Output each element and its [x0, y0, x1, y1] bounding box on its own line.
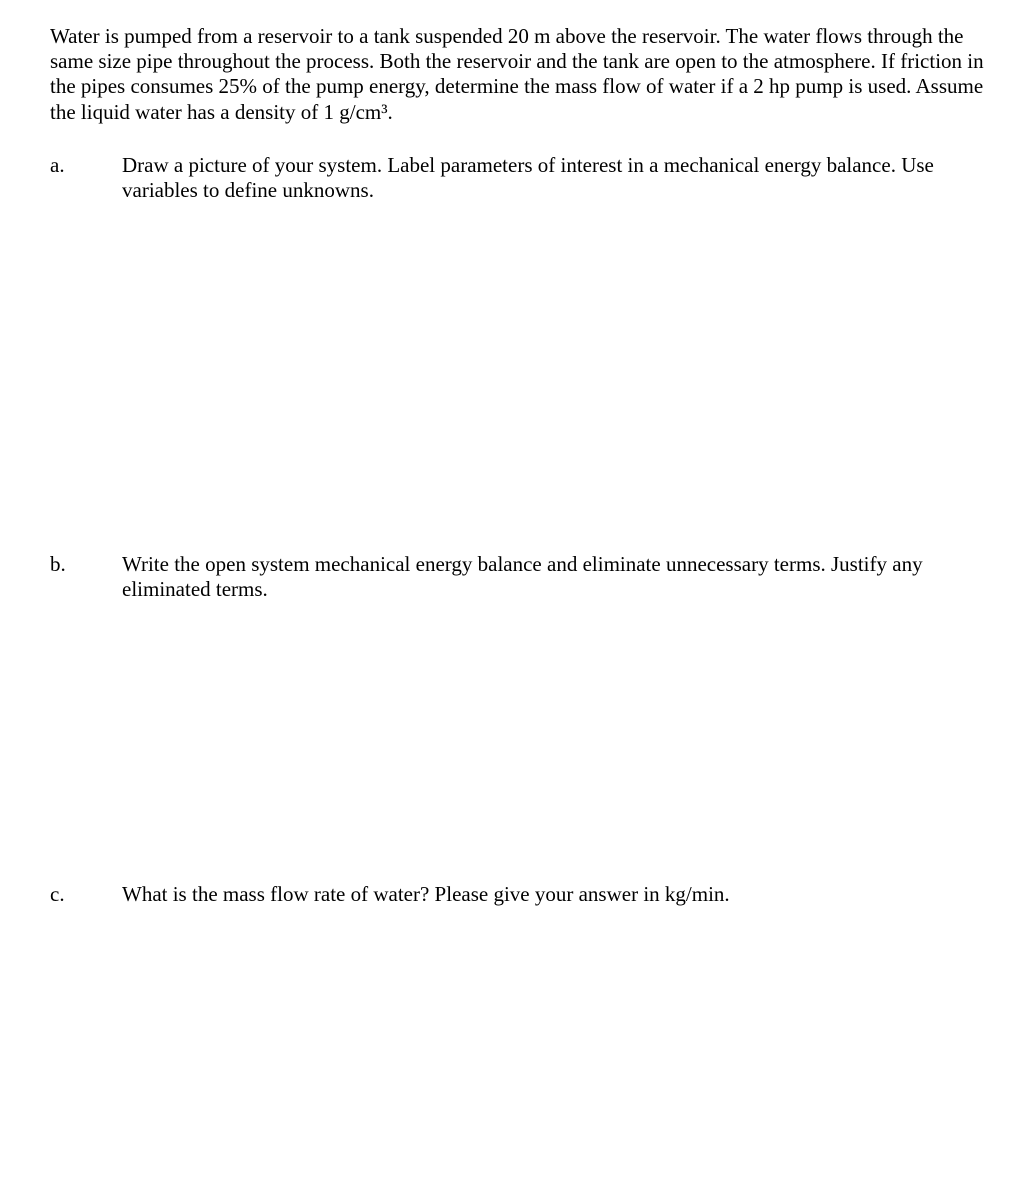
question-a-label: a. [50, 153, 122, 178]
question-a-block: a. Draw a picture of your system. Label … [50, 153, 986, 203]
problem-statement: Water is pumped from a reservoir to a ta… [50, 24, 986, 125]
question-c-label: c. [50, 882, 122, 907]
question-b-block: b. Write the open system mechanical ener… [50, 552, 986, 602]
question-b-text: Write the open system mechanical energy … [122, 552, 986, 602]
question-c-block: c. What is the mass flow rate of water? … [50, 882, 986, 907]
question-b-label: b. [50, 552, 122, 577]
question-a-text: Draw a picture of your system. Label par… [122, 153, 986, 203]
question-c-text: What is the mass flow rate of water? Ple… [122, 882, 986, 907]
